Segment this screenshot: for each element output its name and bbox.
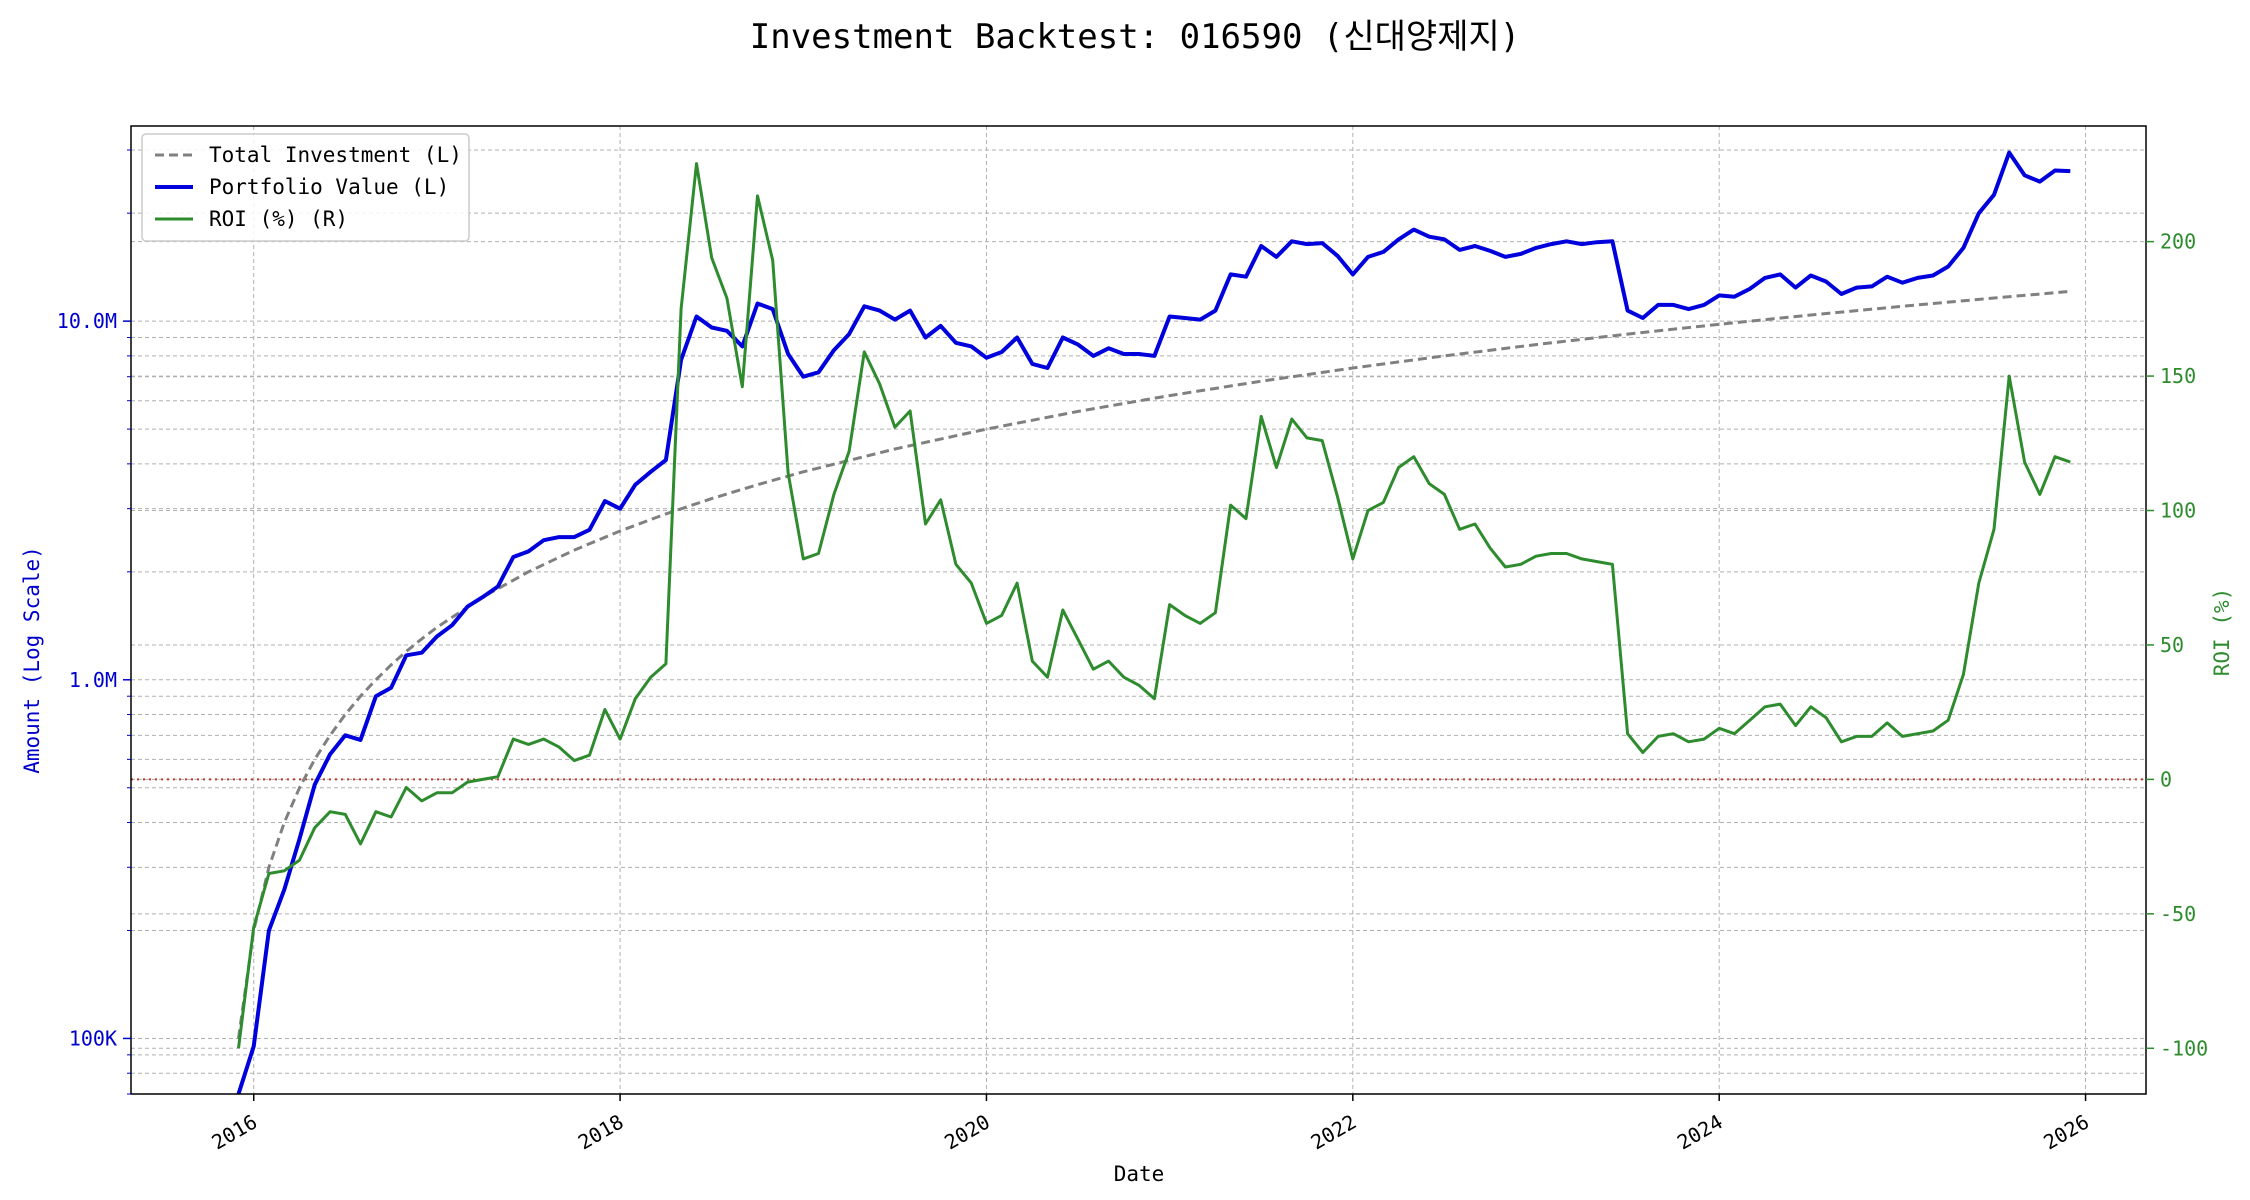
- y-left-tick-label: 10.0M: [57, 309, 117, 333]
- y-right-tick-label: 200: [2160, 230, 2196, 254]
- y-axis-label-right: ROI (%): [2210, 588, 2234, 677]
- chart-legend: Total Investment (L) Portfolio Value (L)…: [141, 133, 470, 242]
- y-right-tick-label: -50: [2160, 902, 2196, 926]
- x-tick-label: 2020: [940, 1110, 994, 1155]
- y-axis-label-left: Amount (Log Scale): [20, 546, 44, 774]
- y-right-tick-label: -100: [2160, 1036, 2208, 1060]
- y-left-tick-label: 100K: [69, 1026, 117, 1050]
- x-tick-label: 2016: [208, 1110, 262, 1155]
- x-axis-label: Date: [1114, 1162, 1165, 1186]
- x-tick-label: 2022: [1307, 1110, 1361, 1155]
- legend-label-portfolio-value: Portfolio Value (L): [209, 175, 449, 199]
- series-lines: [236, 150, 2071, 1094]
- total-investment-line: [237, 289, 2071, 1039]
- y-right-tick-label: 0: [2160, 767, 2172, 791]
- x-tick-label: 2024: [1673, 1110, 1727, 1155]
- plot-frame: [130, 125, 2147, 1095]
- legend-label-roi: ROI (%) (R): [209, 207, 348, 231]
- portfolio-value-line: [236, 150, 2071, 1094]
- y-right-tick-label: 100: [2160, 499, 2196, 523]
- y-right-tick-label: 50: [2160, 633, 2184, 657]
- roi-line: [237, 162, 2071, 1049]
- y-right-tick-label: 150: [2160, 364, 2196, 388]
- chart-title: Investment Backtest: 016590 (신대양제지): [750, 17, 1521, 57]
- x-tick-label: 2026: [2039, 1110, 2093, 1155]
- y-left-tick-label: 1.0M: [69, 668, 117, 692]
- axis-ticks: 2016 2018 2020 2022 2024 2026 100K 1.0M 10.0M -10…: [57, 149, 2208, 1155]
- grid-lines: [131, 126, 2146, 1095]
- x-tick-label: 2018: [574, 1110, 628, 1155]
- legend-box: [141, 133, 470, 242]
- legend-label-total-investment: Total Investment (L): [209, 143, 462, 167]
